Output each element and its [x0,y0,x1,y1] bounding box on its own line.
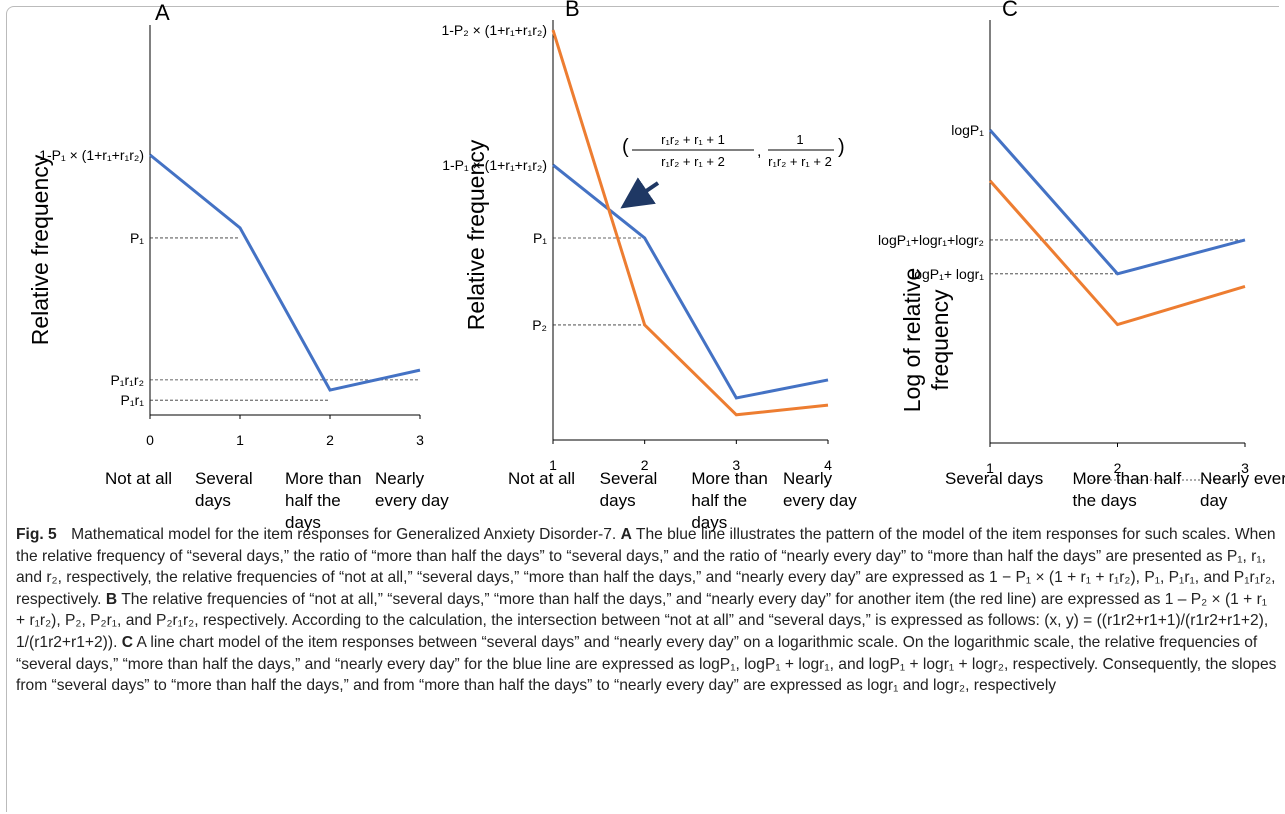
y-value-label: logP₁ [951,122,984,138]
series-line [552,163,829,400]
caption-panel-letter: B [105,590,118,608]
fraction-denominator: r₁r₂ + r₁ + 2 [768,154,832,169]
caption-panel-text: A line chart model of the item responses… [16,633,1277,695]
panel-title: B [565,0,580,21]
caption-label: Fig. 5 [16,526,57,543]
y-value-label: P₁r₁r₂ [110,372,144,388]
caption-panel-text: The blue line illustrates the pattern of… [16,526,1276,608]
y-value-label: 1-P₁ × (1+r₁+r₁r₂) [39,147,144,163]
y-value-label: P₁ [533,230,547,246]
category-label: Not at all [508,469,576,488]
fraction-numerator: 1 [796,132,803,147]
fraction-denominator: r₁r₂ + r₁ + 2 [661,154,725,169]
x-tick-label: 2 [326,432,334,448]
paren: ) [838,136,845,158]
category-label: Several days [945,469,1044,488]
fraction-numerator: r₁r₂ + r₁ + 1 [661,132,725,147]
category-label: More than half the days [1072,469,1182,510]
x-tick-label: 3 [416,432,424,448]
annotation: ( r₁r₂ + r₁ + 1 r₁r₂ + r₁ + 2 , 1 r₁r₂ +… [622,132,845,169]
figure: ( r₁r₂ + r₁ + 1 r₁r₂ + r₁ + 2 , 1 r₁r₂ +… [27,0,1249,481]
x-tick-label: 4 [824,457,832,473]
panel-title: A [155,0,170,25]
series-line [988,128,1246,276]
category-label: More than half the days [691,469,768,532]
series-line [551,29,829,417]
x-tick-label: 1 [236,432,244,448]
y-axis-label: Log of relativefrequency [899,268,953,412]
x-tick-label: 1 [986,460,994,476]
series-line [149,153,421,392]
y-value-label: P₂ [532,317,547,333]
caption-panel-text: The relative frequencies of “not at all,… [16,590,1269,651]
y-value-label: P₁ [130,230,144,246]
x-tick-label: 0 [146,432,154,448]
x-tick-label: 1 [549,457,557,473]
caption-panel-letter: C [121,633,134,651]
paren: ( [622,136,629,158]
figure-frame [6,6,1279,812]
category-label: Several days [599,469,658,510]
category-label: Not at all [105,469,173,488]
caption-text: Mathematical model for the item response… [71,526,617,543]
y-value-label: P₁r₁ [121,392,145,408]
y-value-label: 1-P₂ × (1+r₁+r₁r₂) [441,22,547,38]
arrow [620,177,660,209]
category-label: Several days [195,469,253,510]
comma: , [757,143,761,160]
x-tick-label: 2 [1114,460,1122,476]
y-axis-label: Relative frequency [463,139,489,330]
caption: Fig. 5 Mathematical model for the item r… [16,524,1278,697]
y-value-label: logP₁+logr₁+logr₂ [878,232,984,248]
x-tick-label: 2 [641,457,649,473]
category-label: Nearly every day [1200,469,1285,510]
caption-panel-letter: A [620,526,632,543]
y-value-label: logP₁+ logr₁ [911,266,984,282]
x-tick-label: 3 [1241,460,1249,476]
x-tick-label: 3 [732,457,740,473]
panel-title: C [1002,0,1018,21]
y-value-label: 1-P₁ × (1+r₁+r₁r₂) [442,157,547,173]
category-label: Nearly every day [783,469,857,510]
y-axis-label: Relative frequency [27,154,53,345]
category-label: More than half the days [285,469,362,532]
category-label: Nearly every day [375,469,449,510]
series-line [988,179,1246,327]
